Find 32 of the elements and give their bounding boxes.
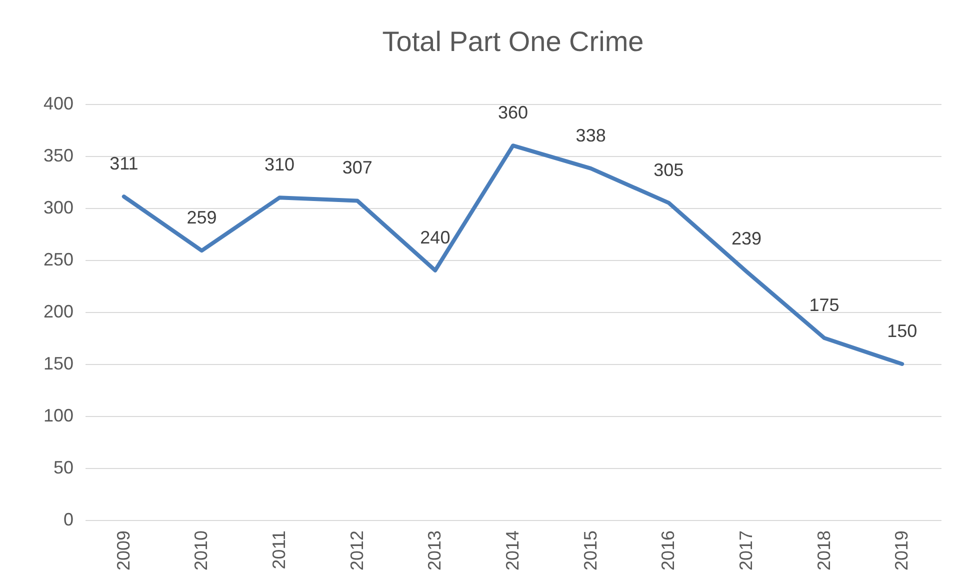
y-tick-label: 250 <box>43 250 74 270</box>
y-tick-label: 0 <box>63 510 74 530</box>
data-label: 311 <box>110 154 138 174</box>
data-label: 175 <box>809 295 840 315</box>
data-label: 239 <box>731 228 762 248</box>
x-tick-label: 2012 <box>346 530 367 571</box>
x-tick-label: 2018 <box>814 530 834 571</box>
y-tick-label: 50 <box>53 458 74 478</box>
data-label: 310 <box>264 154 295 175</box>
x-tick-label: 2016 <box>658 530 678 571</box>
data-label: 305 <box>654 160 684 180</box>
y-tick-label: 350 <box>43 146 74 166</box>
data-label: 360 <box>498 102 528 123</box>
y-tick-label: 300 <box>43 198 74 218</box>
x-tick-label: 2017 <box>736 530 756 571</box>
x-tick-label: 2019 <box>892 530 912 571</box>
data-label: 338 <box>576 125 606 146</box>
y-tick-label: 400 <box>43 94 74 114</box>
x-tick-label: 2011 <box>269 530 290 570</box>
y-tick-label: 150 <box>43 354 74 374</box>
data-label: 240 <box>420 227 450 248</box>
data-label: 307 <box>342 158 372 178</box>
x-tick-label: 2009 <box>113 530 134 571</box>
y-tick-label: 200 <box>43 302 74 322</box>
x-tick-label: 2010 <box>191 530 212 571</box>
x-tick-label: 2013 <box>424 530 445 571</box>
x-tick-label: 2014 <box>502 530 522 571</box>
data-label: 259 <box>186 208 217 228</box>
chart-title: Total Part One Crime <box>382 26 644 57</box>
y-tick-label: 100 <box>43 406 74 426</box>
data-label: 150 <box>887 321 918 341</box>
x-tick-label: 2015 <box>580 530 600 571</box>
